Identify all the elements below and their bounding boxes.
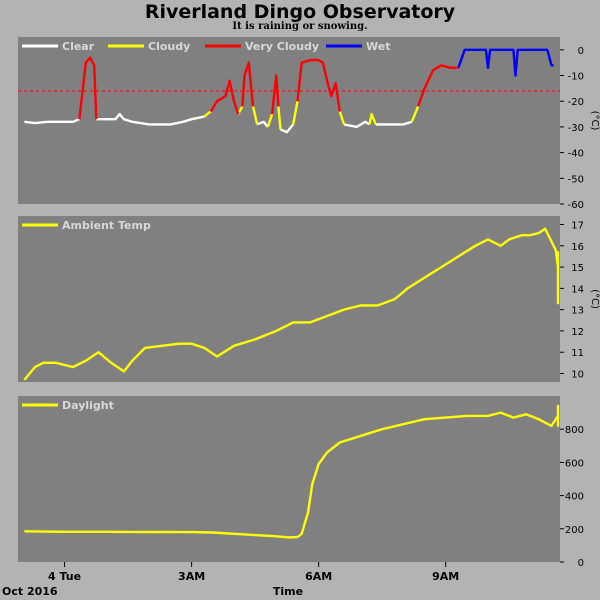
- series-line-clear: [256, 120, 269, 128]
- time-axis: 4 Tue 3AM 6AM 9AM Oct 2016 Time: [2, 562, 459, 598]
- legend-label-cloudy: Cloudy: [148, 40, 190, 53]
- y-tick-label: -50: [568, 174, 584, 185]
- series-line-clear: [343, 120, 371, 129]
- series-line-clear: [96, 112, 205, 126]
- series-line-clear: [24, 118, 80, 125]
- series-line-clear: [375, 120, 413, 126]
- y-tick-label: 0: [578, 46, 584, 57]
- legend-label-clear: Clear: [62, 40, 95, 53]
- series-line-very-cloudy: [209, 79, 240, 115]
- y-tick-label: 15: [571, 263, 584, 274]
- series-line-wet: [457, 48, 554, 77]
- x-tick-label: 3AM: [178, 570, 205, 583]
- y-tick-label: 0: [578, 558, 584, 569]
- plot-area: [18, 216, 560, 382]
- x-tick-label: 9AM: [432, 570, 459, 583]
- series-line-very-cloudy: [416, 64, 459, 107]
- legend-label-very-cloudy: Very Cloudy: [245, 40, 319, 53]
- y-tick-label: 16: [571, 242, 584, 253]
- series-line-clear: [280, 123, 295, 134]
- y-axis-label: (°C): [589, 111, 600, 131]
- cloud-panel: 0 -10 -20 -30 -40 -50 -60 (°C) Clear Cloudy Very C…: [18, 37, 600, 211]
- y-tick-label: 11: [571, 348, 584, 359]
- series-line-very-cloudy: [270, 74, 280, 115]
- series-line-cloudy: [368, 112, 377, 125]
- series-line-very-cloudy: [78, 56, 98, 120]
- chart-subtitle: It is raining or snowing.: [232, 21, 368, 32]
- series-line-cloudy: [277, 106, 282, 130]
- y-tick-label: -30: [568, 123, 584, 134]
- series-line-very-cloudy: [296, 58, 341, 112]
- y-tick-label: -20: [568, 97, 584, 108]
- x-tick-label: 4 Tue: [48, 570, 81, 583]
- chart-title: Riverland Dingo Observatory: [144, 1, 456, 23]
- plot-area: [18, 396, 560, 562]
- y-tick-label: 13: [571, 306, 584, 317]
- y-tick-label: 400: [565, 492, 584, 503]
- series-line-cloudy: [203, 110, 212, 118]
- y-tick-label: 200: [565, 525, 584, 536]
- y-tick-label: 14: [571, 284, 584, 295]
- series-line-ambient-temp: [23, 227, 560, 381]
- y-tick-label: 10: [571, 369, 584, 380]
- series-line-cloudy: [266, 113, 274, 128]
- y-tick-label: -40: [568, 149, 584, 160]
- y-tick-label: 12: [571, 327, 584, 338]
- ambient-temp-panel: 10 11 12 13 14 15 16 17 (°C) Ambient Temp: [18, 216, 600, 382]
- legend-label-wet: Wet: [366, 40, 390, 53]
- legend-label-ambient-temp: Ambient Temp: [62, 219, 151, 232]
- series-line-very-cloudy: [241, 61, 255, 107]
- series-line-cloudy: [338, 111, 346, 125]
- y-tick-label: -60: [568, 200, 584, 211]
- y-tick-label: 600: [565, 458, 584, 469]
- plot-area: [18, 37, 560, 204]
- y-tick-label: 800: [565, 425, 584, 436]
- x-tick-label: 6AM: [305, 570, 332, 583]
- series-line-cloudy: [292, 100, 299, 125]
- y-tick-label: -10: [568, 72, 584, 83]
- series-line-daylight: [24, 404, 560, 539]
- x-axis-label: Time: [273, 585, 303, 598]
- series-line-cloudy: [410, 105, 420, 123]
- series-line-cloudy: [251, 106, 259, 125]
- y-axis-label: (°C): [589, 289, 600, 309]
- y-tick-label: 17: [571, 221, 584, 232]
- date-label: Oct 2016: [2, 585, 58, 598]
- legend-label-daylight: Daylight: [62, 399, 114, 412]
- daylight-panel: 0 200 400 600 800 Daylight: [18, 396, 584, 569]
